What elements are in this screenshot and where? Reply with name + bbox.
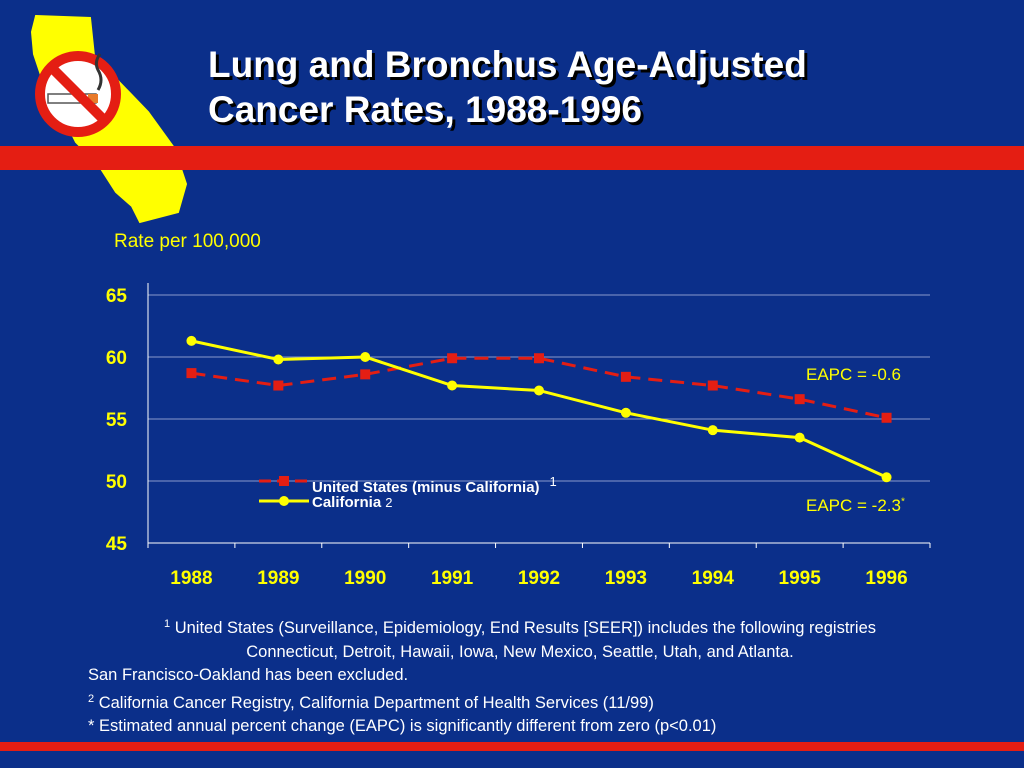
footnote-1-line-3: San Francisco-Oakland has been excluded. [88, 666, 409, 684]
data-point-ca [534, 385, 544, 396]
data-point-us [707, 380, 718, 391]
data-point-ca [881, 472, 892, 483]
data-point-us [273, 380, 284, 391]
legend-label-ca: California [312, 494, 382, 511]
x-tick-label: 1994 [692, 568, 735, 589]
data-point-us [534, 353, 544, 364]
y-tick-label: 45 [106, 534, 128, 555]
data-point-ca [186, 335, 197, 346]
y-tick-label: 65 [106, 286, 128, 307]
x-tick-label: 1990 [344, 568, 386, 589]
x-tick-label: 1988 [170, 568, 212, 589]
footnote-1-mark: 1 [164, 618, 171, 630]
x-tick-label: 1993 [605, 568, 647, 589]
legend-swatch-ca [259, 496, 309, 506]
legend-sup-us: 1 [549, 474, 557, 489]
footnote-2-text: California Cancer Registry, California D… [98, 693, 654, 712]
footnote-1-line-2: Connecticut, Detroit, Hawaii, Iowa, New … [246, 642, 794, 661]
footnote-1-line-1: United States (Surveillance, Epidemiolog… [174, 619, 876, 637]
page-title: Lung and Bronchus Age-Adjusted Cancer Ra… [208, 42, 1008, 132]
y-tick-label: 60 [106, 348, 127, 369]
eapc-ca-asterisk: * [900, 496, 905, 508]
legend-label-us: United States (minus California) [312, 479, 540, 496]
data-point-us [447, 353, 458, 364]
legend-swatch-us [259, 476, 309, 486]
bottom-red-band [0, 742, 1024, 751]
data-point-ca [447, 380, 458, 391]
data-point-ca [360, 352, 371, 362]
x-tick-label: 1989 [257, 568, 299, 589]
title-line-1: Lung and Bronchus Age-Adjusted [208, 44, 807, 85]
y-tick-label: 55 [106, 410, 128, 431]
title-line-2: Cancer Rates, 1988-1996 [208, 89, 643, 130]
y-tick-label: 50 [106, 472, 127, 493]
data-point-us [186, 368, 197, 379]
data-point-ca [273, 354, 284, 365]
eapc-ca-text: EAPC = -2.3 [806, 496, 901, 515]
california-no-smoking-icon [30, 14, 188, 224]
data-point-us [360, 369, 371, 380]
footnote-2: 2 California Cancer Registry, California… [88, 688, 988, 716]
data-point-us [620, 371, 631, 382]
eapc-us-annotation: EAPC = -0.6 [806, 365, 901, 384]
footnote-3: * Estimated annual percent change (EAPC)… [88, 717, 717, 735]
series-line-us [191, 356, 887, 420]
footnote-1: 1 United States (Surveillance, Epidemiol… [88, 613, 952, 641]
data-point-us [794, 394, 805, 405]
x-tick-label: 1995 [779, 568, 822, 589]
y-axis-label: Rate per 100,000 [114, 231, 261, 252]
x-tick-label: 1992 [518, 568, 560, 589]
x-tick-label: 1991 [431, 568, 474, 589]
eapc-ca-annotation: EAPC = -2.3* [806, 496, 905, 516]
footnote-2-mark: 2 [88, 692, 95, 705]
data-point-us [881, 412, 892, 423]
footnotes: 1 United States (Surveillance, Epidemiol… [88, 613, 988, 739]
legend-sup-ca: 2 [385, 495, 393, 510]
x-tick-label: 1996 [865, 568, 907, 589]
data-point-ca [620, 407, 631, 418]
top-red-band [0, 146, 1024, 170]
data-point-ca [707, 425, 718, 436]
data-point-ca [794, 432, 805, 443]
